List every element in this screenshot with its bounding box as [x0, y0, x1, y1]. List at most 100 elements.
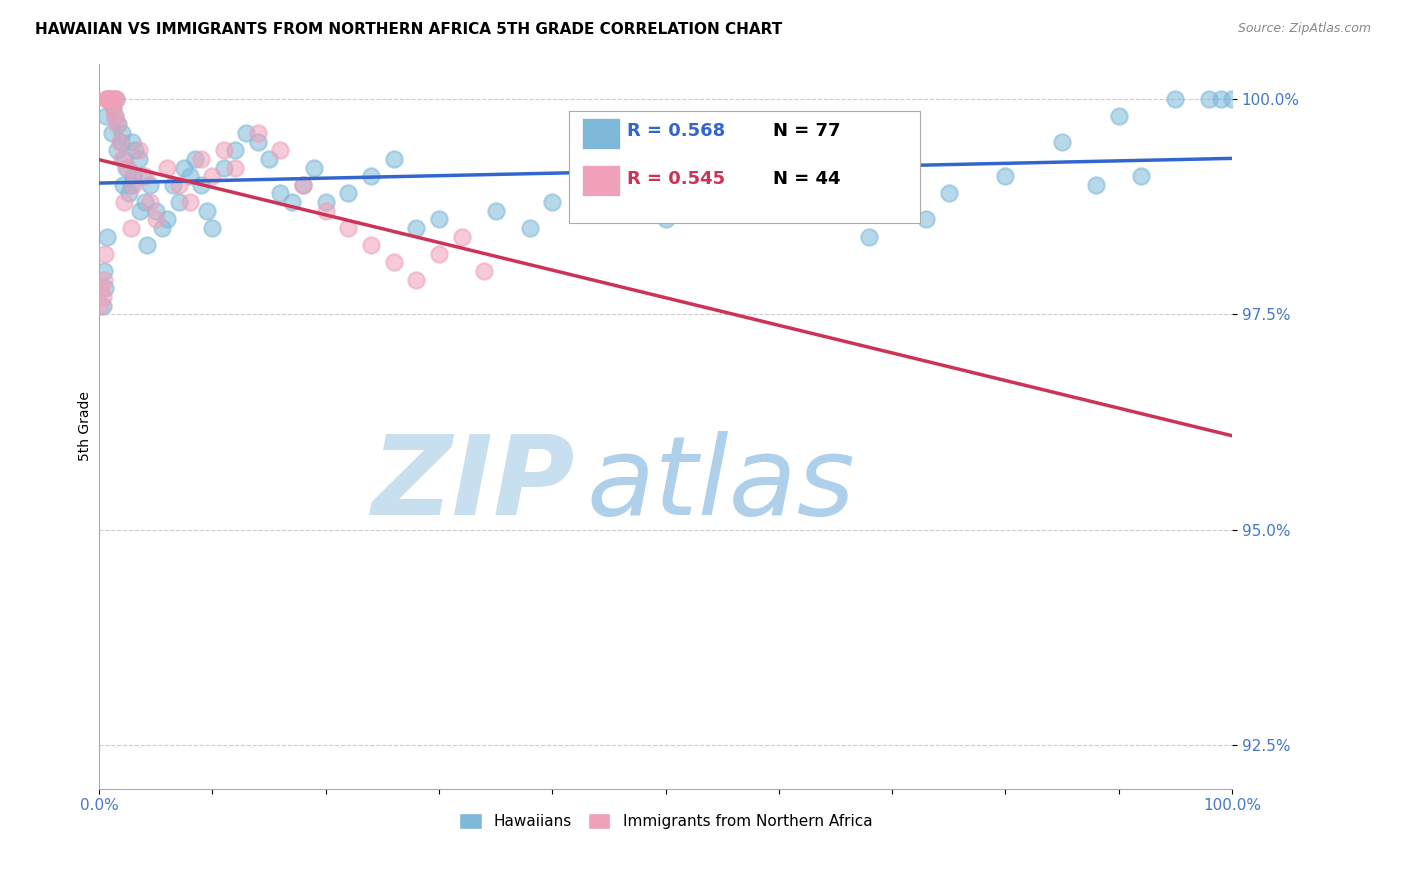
Point: [139, 195, 162, 210]
FancyBboxPatch shape: [582, 119, 620, 149]
Point: [107, 117, 129, 131]
Point: [179, 169, 201, 184]
Point: [162, 178, 184, 192]
Point: [94, 109, 117, 123]
Text: R = 0.568: R = 0.568: [627, 121, 725, 140]
Point: [94, 247, 117, 261]
Point: [190, 178, 212, 192]
Point: [117, 161, 139, 175]
Point: [190, 152, 212, 166]
Point: [1084, 178, 1107, 192]
Point: [405, 273, 427, 287]
Point: [337, 221, 360, 235]
Point: [120, 178, 142, 192]
Point: [179, 195, 201, 210]
Point: [292, 178, 315, 192]
Point: [101, 100, 124, 114]
Point: [405, 221, 427, 235]
Point: [122, 169, 145, 184]
Point: [104, 109, 127, 123]
Point: [224, 161, 246, 175]
Point: [108, 135, 131, 149]
Point: [96, 91, 118, 105]
Point: [858, 229, 880, 244]
Point: [212, 161, 235, 175]
Point: [124, 144, 146, 158]
Point: [110, 135, 132, 149]
Point: [150, 221, 173, 235]
Text: N = 77: N = 77: [773, 121, 841, 140]
Point: [880, 152, 903, 166]
Point: [145, 212, 167, 227]
Point: [184, 152, 207, 166]
Point: [105, 144, 128, 158]
Point: [315, 203, 337, 218]
Point: [100, 91, 122, 105]
Point: [1108, 109, 1130, 123]
Point: [104, 109, 127, 123]
Point: [472, 264, 495, 278]
Point: [1050, 135, 1073, 149]
Point: [128, 144, 150, 158]
Point: [915, 212, 938, 227]
Point: [337, 186, 360, 201]
Point: [711, 195, 734, 210]
Point: [360, 169, 382, 184]
Point: [1209, 91, 1232, 105]
Point: [195, 203, 218, 218]
Point: [224, 144, 246, 158]
FancyBboxPatch shape: [569, 112, 921, 223]
Point: [1164, 91, 1187, 105]
Point: [100, 126, 122, 140]
Point: [97, 91, 120, 105]
Point: [89, 299, 111, 313]
Point: [1198, 91, 1220, 105]
Point: [97, 91, 120, 105]
Point: [994, 169, 1017, 184]
Point: [111, 178, 134, 192]
Text: N = 44: N = 44: [773, 169, 841, 187]
Point: [427, 212, 450, 227]
Point: [382, 152, 405, 166]
Y-axis label: 5th Grade: 5th Grade: [79, 392, 93, 461]
Point: [112, 152, 135, 166]
Point: [281, 195, 304, 210]
Text: atlas: atlas: [586, 431, 855, 538]
Text: ZIP: ZIP: [371, 431, 575, 538]
Point: [156, 212, 179, 227]
Point: [246, 126, 269, 140]
Point: [292, 178, 315, 192]
Point: [131, 169, 153, 184]
Point: [100, 91, 122, 105]
Point: [938, 186, 960, 201]
Point: [129, 203, 152, 218]
Point: [201, 221, 224, 235]
Point: [485, 203, 508, 218]
Legend: Hawaiians, Immigrants from Northern Africa: Hawaiians, Immigrants from Northern Afri…: [453, 807, 879, 835]
Point: [115, 161, 138, 175]
Point: [101, 100, 124, 114]
Point: [768, 178, 790, 192]
Point: [103, 91, 125, 105]
Point: [139, 178, 162, 192]
Point: [631, 203, 654, 218]
Point: [156, 161, 179, 175]
Point: [96, 229, 118, 244]
Point: [269, 144, 291, 158]
Point: [173, 161, 195, 175]
Point: [112, 195, 135, 210]
Point: [93, 264, 115, 278]
Point: [128, 152, 150, 166]
Point: [105, 117, 128, 131]
Point: [269, 186, 291, 201]
Text: HAWAIIAN VS IMMIGRANTS FROM NORTHERN AFRICA 5TH GRADE CORRELATION CHART: HAWAIIAN VS IMMIGRANTS FROM NORTHERN AFR…: [35, 22, 782, 37]
Point: [654, 212, 676, 227]
Text: R = 0.545: R = 0.545: [627, 169, 725, 187]
Point: [450, 229, 472, 244]
Point: [135, 238, 157, 252]
Point: [824, 161, 846, 175]
Point: [105, 91, 128, 105]
Point: [122, 178, 145, 192]
Point: [111, 152, 134, 166]
Point: [94, 91, 117, 105]
